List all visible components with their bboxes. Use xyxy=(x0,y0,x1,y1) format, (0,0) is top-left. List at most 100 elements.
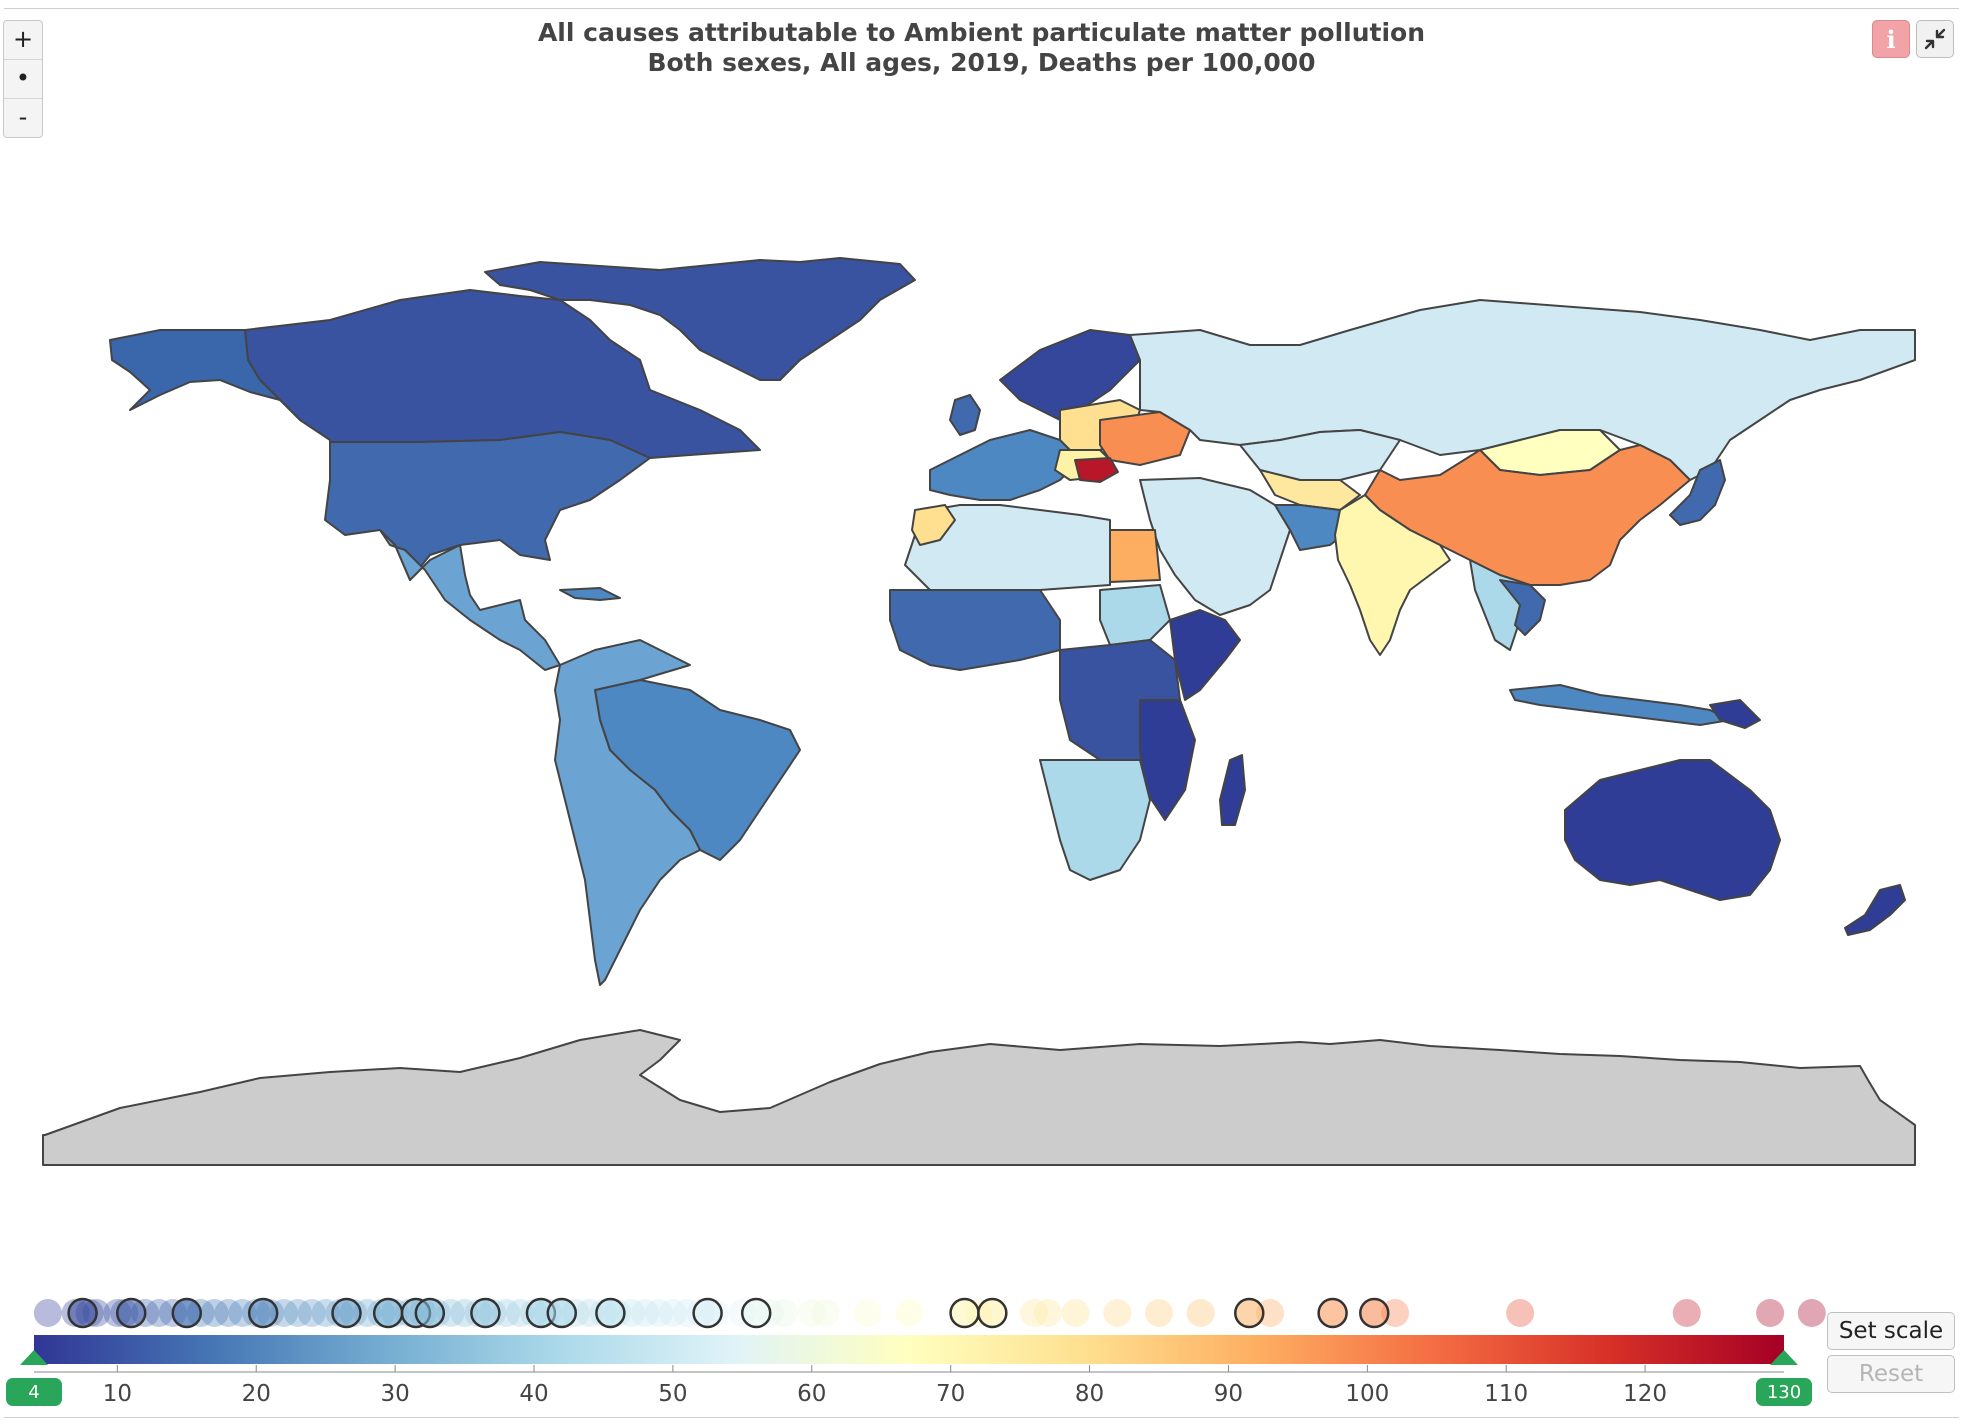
region-papua-new-guinea[interactable] xyxy=(1709,699,1761,729)
legend-dot[interactable] xyxy=(770,1299,798,1327)
legend-dot-selected[interactable] xyxy=(171,1297,203,1329)
legend-dot[interactable] xyxy=(1186,1299,1215,1327)
legend-dot[interactable] xyxy=(811,1299,840,1327)
legend-dot-selected[interactable] xyxy=(331,1297,362,1329)
legend-dot[interactable] xyxy=(1756,1299,1785,1327)
region-east-africa[interactable] xyxy=(1139,699,1196,821)
min-handle[interactable]: 4 xyxy=(6,1350,62,1406)
scale-tick-label: 10 xyxy=(103,1381,132,1407)
region-canada[interactable] xyxy=(244,289,761,459)
legend-dot-selected[interactable] xyxy=(372,1297,404,1329)
legend-dot[interactable] xyxy=(895,1299,923,1327)
min-handle-label: 4 xyxy=(28,1382,39,1403)
region-india[interactable] xyxy=(1334,494,1451,656)
region-egypt[interactable] xyxy=(1109,529,1161,583)
legend-dot-selected[interactable] xyxy=(115,1297,147,1329)
region-south-america-west[interactable] xyxy=(554,639,701,986)
region-north-africa[interactable] xyxy=(904,504,1111,591)
region-indochina[interactable] xyxy=(1499,579,1546,636)
legend-dot[interactable] xyxy=(1020,1299,1048,1327)
region-greenland[interactable] xyxy=(484,257,916,381)
region-japan[interactable] xyxy=(1669,459,1726,526)
legend-dot[interactable] xyxy=(506,1299,535,1327)
legend-dot-selected[interactable] xyxy=(414,1297,446,1329)
legend-dot-selected[interactable] xyxy=(740,1297,772,1329)
legend-dot[interactable] xyxy=(353,1299,382,1327)
max-handle[interactable]: 130 xyxy=(1756,1350,1812,1406)
legend-dot[interactable] xyxy=(645,1299,673,1327)
legend-dot-selected[interactable] xyxy=(546,1297,578,1329)
zoom-out-button[interactable]: - xyxy=(18,103,28,131)
legend-dot[interactable] xyxy=(492,1299,521,1327)
zoom-in-button[interactable]: + xyxy=(4,21,42,60)
legend-dot[interactable] xyxy=(1061,1299,1090,1327)
legend-dot[interactable] xyxy=(658,1299,687,1327)
legend-dot-selected[interactable] xyxy=(949,1297,980,1329)
region-west-africa[interactable] xyxy=(889,589,1061,671)
region-morocco[interactable] xyxy=(911,504,956,546)
reset-button[interactable]: Reset xyxy=(1827,1355,1955,1393)
legend-dot[interactable] xyxy=(200,1299,229,1327)
map-title: All causes attributable to Ambient parti… xyxy=(0,18,1963,78)
legend-dot[interactable] xyxy=(1103,1299,1132,1327)
region-mexico[interactable] xyxy=(379,529,561,671)
legend-dot[interactable] xyxy=(617,1299,646,1327)
region-scandinavia[interactable] xyxy=(999,329,1141,421)
legend-dot-selected[interactable] xyxy=(1359,1297,1390,1329)
set-scale-button[interactable]: Set scale xyxy=(1827,1312,1955,1350)
legend-dot-selected[interactable] xyxy=(470,1297,501,1329)
region-middle-east[interactable] xyxy=(1139,477,1291,616)
legend-dot[interactable] xyxy=(145,1299,173,1327)
max-handle-label: 130 xyxy=(1767,1382,1801,1403)
legend-dot[interactable] xyxy=(214,1299,243,1327)
region-alaska[interactable] xyxy=(109,329,281,411)
legend-dot-selected[interactable] xyxy=(1234,1297,1265,1329)
legend-dot[interactable] xyxy=(672,1299,701,1327)
region-united-states[interactable] xyxy=(324,431,651,581)
region-central-asia[interactable] xyxy=(1259,469,1361,511)
legend-dot-selected[interactable] xyxy=(67,1297,98,1329)
legend-dot[interactable] xyxy=(270,1299,298,1327)
legend-dot[interactable] xyxy=(575,1299,604,1327)
legend-dot[interactable] xyxy=(1506,1299,1535,1327)
legend-dot[interactable] xyxy=(1256,1299,1285,1327)
legend-dot[interactable] xyxy=(33,1299,62,1327)
legend-dot-selected[interactable] xyxy=(1317,1297,1348,1329)
region-madagascar[interactable] xyxy=(1219,754,1246,826)
title-line-2: Both sexes, All ages, 2019, Deaths per 1… xyxy=(647,48,1316,77)
legend-dot[interactable] xyxy=(853,1299,882,1327)
legend-dot[interactable] xyxy=(450,1299,479,1327)
legend-dot-selected[interactable] xyxy=(692,1297,723,1329)
title-line-1: All causes attributable to Ambient parti… xyxy=(537,18,1426,47)
region-antarctica[interactable] xyxy=(42,1029,1916,1166)
region-australia[interactable] xyxy=(1564,759,1781,901)
region-bulgaria[interactable] xyxy=(1074,457,1119,483)
region-southern-africa[interactable] xyxy=(1039,759,1151,881)
legend-dot[interactable] xyxy=(283,1299,312,1327)
legend-dot-selected[interactable] xyxy=(595,1297,626,1329)
collapse-button[interactable] xyxy=(1916,20,1954,58)
legend-dot[interactable] xyxy=(1381,1299,1410,1327)
legend-dot[interactable] xyxy=(1672,1299,1701,1327)
region-indonesia[interactable] xyxy=(1509,684,1731,726)
legend-dot-selected[interactable] xyxy=(247,1297,279,1329)
legend-dot[interactable] xyxy=(436,1299,465,1327)
reset-view-button[interactable]: • xyxy=(4,60,42,99)
region-western-europe[interactable] xyxy=(929,429,1081,501)
legend-dot[interactable] xyxy=(797,1299,826,1327)
legend-dot[interactable] xyxy=(228,1299,257,1327)
info-button[interactable]: i xyxy=(1872,20,1910,58)
legend-dot-selected[interactable] xyxy=(977,1297,1008,1329)
legend-dot[interactable] xyxy=(1033,1299,1062,1327)
region-caribbean[interactable] xyxy=(559,587,621,601)
legend-dot[interactable] xyxy=(311,1299,340,1327)
legend-dot[interactable] xyxy=(1797,1299,1826,1327)
legend-dot[interactable] xyxy=(297,1299,326,1327)
region-new-zealand[interactable] xyxy=(1844,884,1906,936)
region-horn-of-africa[interactable] xyxy=(1169,609,1241,701)
legend-dot[interactable] xyxy=(1145,1299,1173,1327)
region-united-kingdom[interactable] xyxy=(949,394,981,436)
scale-tick-label: 110 xyxy=(1484,1381,1528,1407)
legend-dot[interactable] xyxy=(631,1299,660,1327)
